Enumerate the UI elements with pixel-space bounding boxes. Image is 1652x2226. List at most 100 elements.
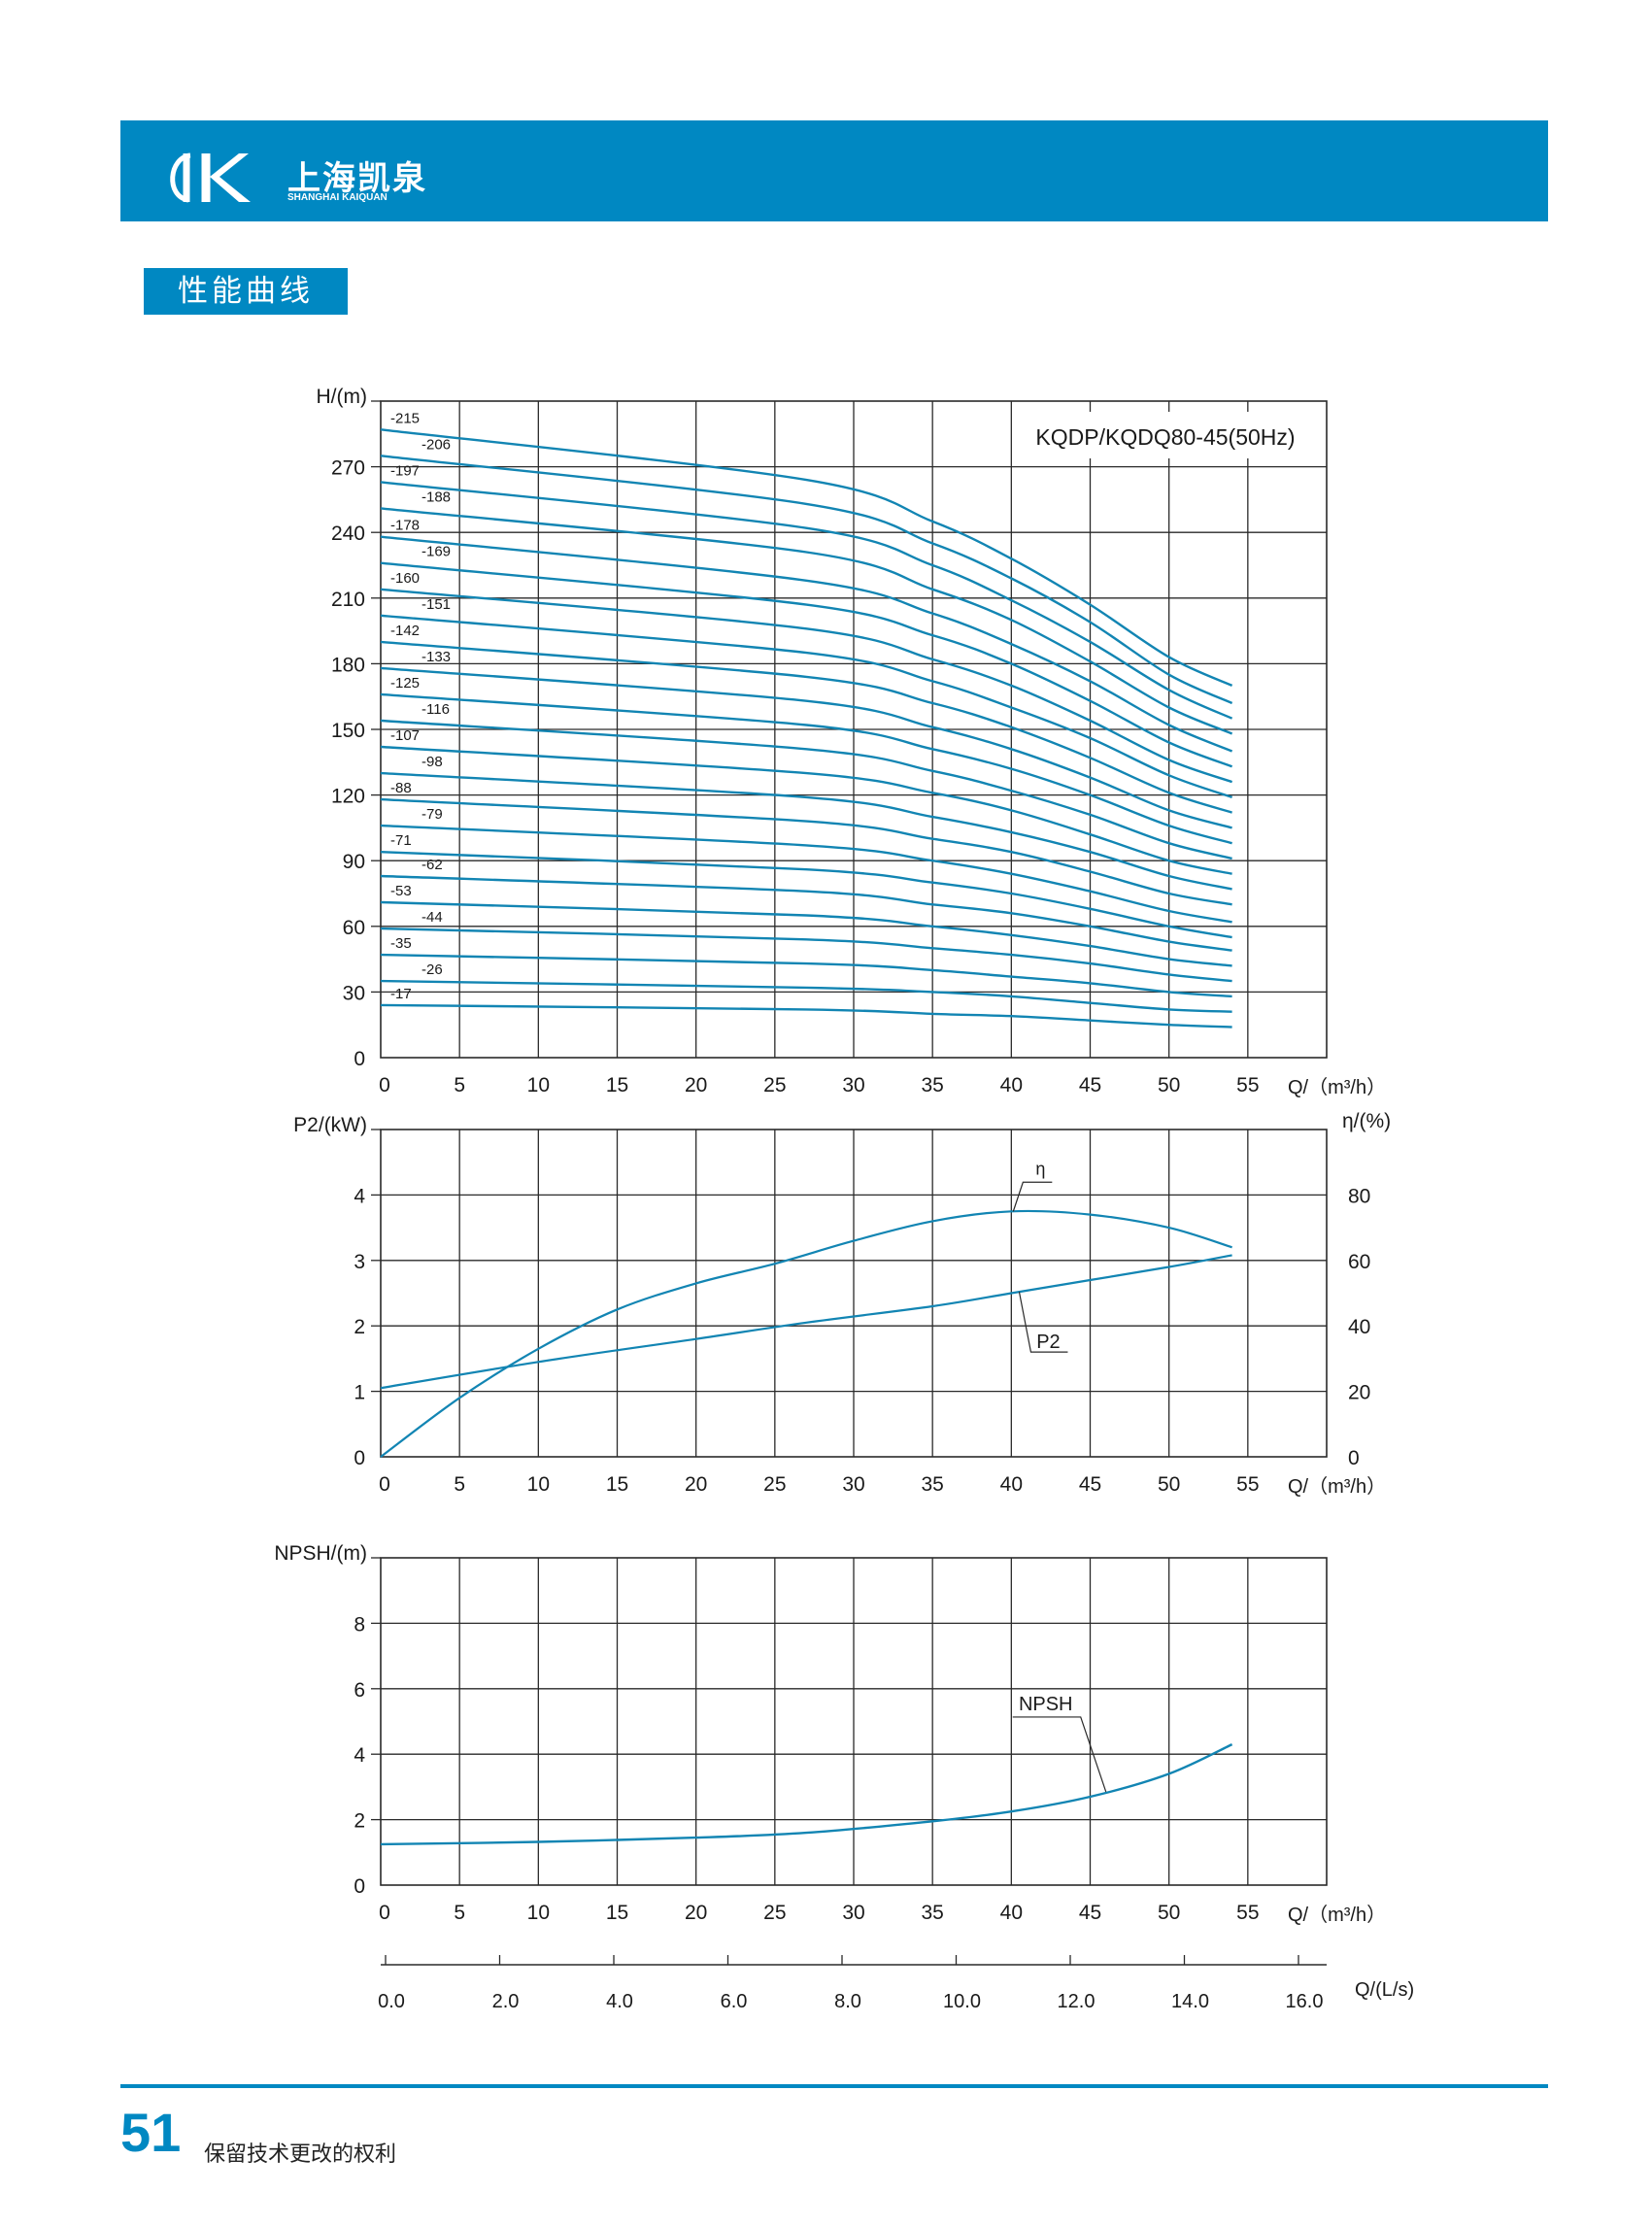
head-curve <box>380 874 1232 952</box>
x-tick-label: 50 <box>1158 1902 1180 1924</box>
series-label: -116 <box>421 701 450 718</box>
y-tick-label: 0 <box>354 1447 365 1469</box>
series-label: -35 <box>390 935 412 952</box>
npsh-chart: 0 5 10 15 20 25 30 35 40 45 50 55 0 2 4 6 8 NPSH/(m) Q/（m³… <box>274 1542 1414 2012</box>
x-tick-label: 10 <box>527 1902 550 1924</box>
page-number: 51 <box>120 2102 182 2163</box>
head-curve <box>380 900 1232 967</box>
secondary-x-tick-label: 0.0 <box>378 1991 405 2012</box>
secondary-x-tick-label: 8.0 <box>834 1991 861 2012</box>
x-tick-label: 10 <box>527 1074 550 1096</box>
head-curve <box>380 428 1233 687</box>
x-tick-label: 25 <box>763 1902 786 1924</box>
logo-text-en: SHANGHAI KAIQUAN <box>287 192 388 203</box>
x-tick-label: 30 <box>842 1902 864 1924</box>
secondary-x-tick-label: 4.0 <box>606 1991 633 2012</box>
secondary-x-axis-label: Q/(L/s) <box>1355 1979 1414 2001</box>
y-tick-label: 270 <box>331 457 365 480</box>
leader-line <box>1018 1292 1068 1353</box>
y-right-tick-label: 20 <box>1348 1382 1370 1404</box>
chart-title: KQDP/KQDQ80-45(50Hz) <box>1035 424 1295 450</box>
series-label: -197 <box>390 462 420 479</box>
secondary-x-tick-label: 16.0 <box>1286 1991 1324 2012</box>
head-curve <box>380 481 1233 720</box>
head-curve <box>380 666 1232 829</box>
y-right-tick-label: 80 <box>1348 1185 1370 1207</box>
head-curve <box>380 851 1232 939</box>
y-tick-label: 60 <box>343 917 365 939</box>
head-curve <box>380 614 1232 799</box>
y-axis-label: P2/(kW) <box>293 1114 367 1136</box>
x-tick-label: 30 <box>842 1473 864 1496</box>
series-label: P2 <box>1036 1332 1060 1353</box>
x-tick-label: 20 <box>685 1902 707 1924</box>
y-axis-label: H/(m) <box>317 386 367 408</box>
head-curve <box>380 979 1232 1013</box>
series-label: -188 <box>421 489 451 505</box>
y-tick-label: 3 <box>354 1251 365 1273</box>
head-curve <box>380 745 1232 875</box>
series-label: -151 <box>421 596 451 613</box>
series-label: -133 <box>421 649 451 665</box>
head-curve <box>380 588 1232 784</box>
y-axis-label: NPSH/(m) <box>274 1542 367 1565</box>
x-tick-label: 15 <box>606 1074 628 1096</box>
head-curve <box>380 455 1233 705</box>
x-tick-label: 5 <box>454 1473 465 1496</box>
series-label: -160 <box>390 570 420 587</box>
y-tick-label: 30 <box>343 982 365 1004</box>
y-tick-label: 4 <box>354 1744 365 1767</box>
x-tick-label: 15 <box>606 1902 628 1924</box>
logo-text-cn: 上海凯泉 <box>287 160 427 197</box>
y-right-tick-label: 0 <box>1348 1447 1360 1469</box>
y-tick-label: 90 <box>343 851 365 873</box>
series-label: -107 <box>390 727 420 744</box>
x-tick-label: 25 <box>763 1074 786 1096</box>
series-label: -178 <box>390 518 420 534</box>
header-band: 上海凯泉 SHANGHAI KAIQUAN <box>120 120 1548 221</box>
series-label: -125 <box>390 675 420 691</box>
x-tick-label: 50 <box>1158 1473 1180 1496</box>
series-label: -71 <box>390 832 412 849</box>
series-label: -79 <box>421 806 443 823</box>
plot-frame <box>380 1557 1328 1886</box>
power-chart: 0 5 10 15 20 25 30 35 40 45 50 55 0 1 2 3 4 P2/(kW) Q/（m³/… <box>293 1110 1391 1498</box>
secondary-x-tick-label: 6.0 <box>721 1991 748 2012</box>
power-curve <box>380 1254 1232 1390</box>
head-curve <box>380 797 1232 906</box>
x-tick-label: 0 <box>379 1902 390 1924</box>
y-tick-label: 150 <box>331 720 365 742</box>
series-label: -98 <box>421 754 443 770</box>
x-tick-label: 35 <box>921 1074 943 1096</box>
efficiency-curve <box>380 1209 1232 1458</box>
x-tick-label: 35 <box>921 1473 943 1496</box>
y-right-tick-label: 60 <box>1348 1251 1370 1273</box>
series-label: -206 <box>421 436 451 453</box>
x-tick-label: 0 <box>379 1074 390 1096</box>
series-label: -142 <box>390 623 420 639</box>
y-tick-label: 6 <box>354 1679 365 1702</box>
x-tick-label: 10 <box>527 1473 550 1496</box>
series-label: -169 <box>421 544 451 560</box>
head-curve <box>380 953 1232 998</box>
x-axis-label: Q/（m³/h） <box>1288 1475 1386 1498</box>
series-label: -17 <box>390 986 412 1002</box>
head-curve <box>380 927 1232 983</box>
series-label: -215 <box>390 410 420 426</box>
series-label: NPSH <box>1019 1694 1073 1715</box>
plot-frame <box>380 400 1328 1059</box>
footer-note: 保留技术更改的权利 <box>204 2142 397 2166</box>
title-box <box>1016 412 1317 458</box>
x-tick-label: 20 <box>685 1074 707 1096</box>
x-axis-label: Q/（m³/h） <box>1288 1904 1386 1926</box>
x-axis-label: Q/（m³/h） <box>1288 1076 1386 1098</box>
x-tick-label: 40 <box>1000 1074 1023 1096</box>
series-label: -88 <box>390 780 412 796</box>
y-tick-label: 180 <box>331 654 365 676</box>
x-tick-label: 20 <box>685 1473 707 1496</box>
plot-frame <box>380 1129 1328 1458</box>
series-label: η <box>1035 1159 1045 1178</box>
npsh-curve <box>380 1743 1233 1846</box>
secondary-x-tick-label: 10.0 <box>943 1991 981 2012</box>
head-curve <box>380 771 1232 891</box>
